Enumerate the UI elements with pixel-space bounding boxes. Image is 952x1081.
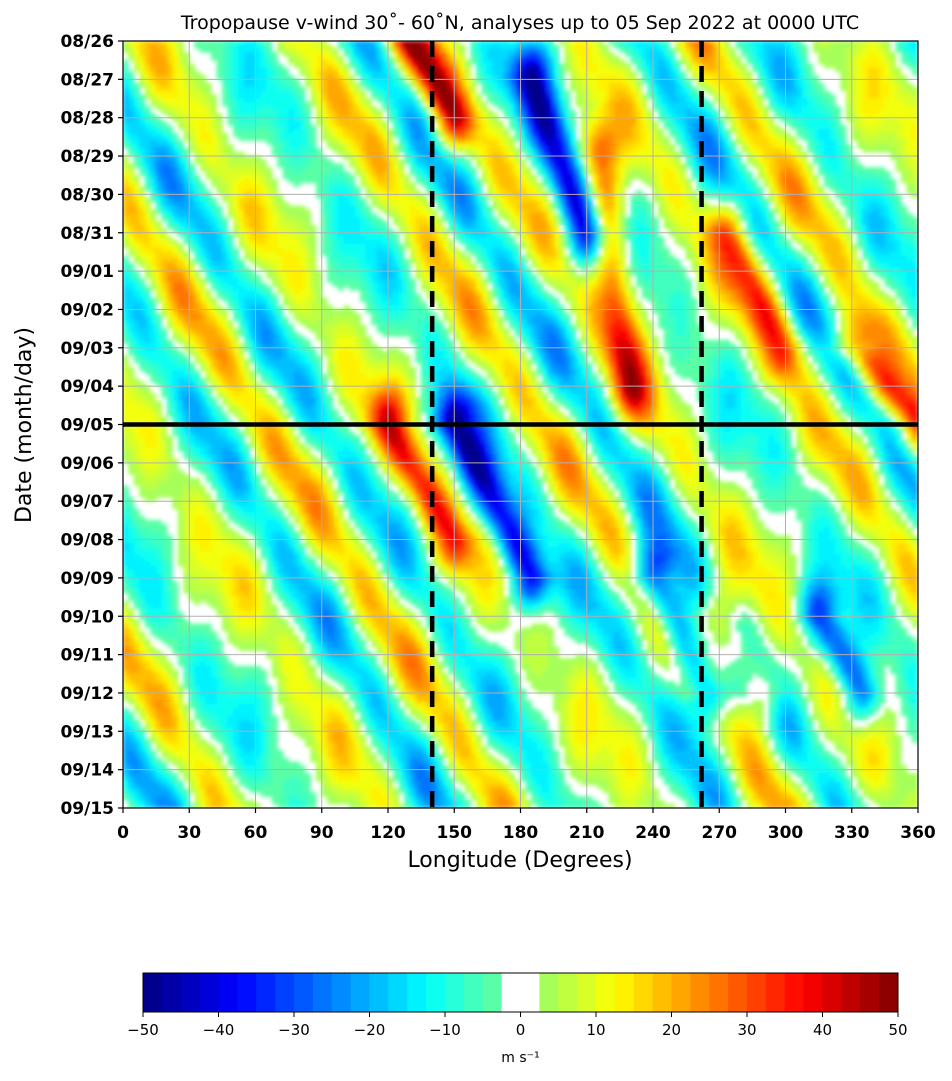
y-tick-label: 09/04 (60, 377, 114, 397)
x-tick-label: 180 (503, 823, 539, 843)
colorbar-segment (275, 973, 295, 1012)
colorbar-segment (218, 973, 238, 1012)
y-tick-label: 08/28 (60, 109, 114, 129)
y-tick-label: 08/29 (60, 147, 114, 167)
colorbar-segment (520, 973, 540, 1012)
colorbar-segment (407, 973, 427, 1012)
y-tick-label: 09/02 (60, 300, 114, 320)
y-axis-title: Date (month/day) (12, 327, 37, 523)
x-tick-label: 90 (310, 823, 334, 843)
colorbar-segment (747, 973, 767, 1012)
colorbar-segment (577, 973, 597, 1012)
colorbar-segment (841, 973, 861, 1012)
colorbar-segment (652, 973, 672, 1012)
y-tick-label: 09/01 (60, 262, 114, 282)
y-tick-label: 09/03 (60, 339, 114, 359)
colorbar-tick-label: −40 (203, 1021, 235, 1039)
y-tick-label: 08/26 (60, 32, 114, 52)
colorbar-segment (728, 973, 748, 1012)
y-tick-label: 09/10 (60, 607, 114, 627)
y-tick-label: 09/08 (60, 531, 114, 551)
colorbar-segment (765, 973, 786, 1012)
chart-title: Tropopause v-wind 30˚- 60˚N, analyses up… (180, 12, 859, 34)
colorbar-tick-label: 30 (737, 1021, 756, 1039)
y-tick-label: 09/06 (60, 454, 114, 474)
colorbar-tick-label: 50 (888, 1021, 907, 1039)
colorbar-segment (312, 973, 333, 1012)
colorbar-segment (614, 973, 635, 1012)
colorbar-segment (426, 973, 446, 1012)
colorbar-tick-label: −10 (429, 1021, 461, 1039)
x-tick-label: 150 (437, 823, 473, 843)
y-tick-label: 09/07 (60, 492, 114, 512)
colorbar-tick-label: −50 (127, 1021, 159, 1039)
colorbar-segment (803, 973, 823, 1012)
colorbar-segment (822, 973, 842, 1012)
colorbar-segment (482, 973, 503, 1012)
reference-lines (123, 41, 918, 808)
colorbar-segment (369, 973, 389, 1012)
y-tick-label: 09/05 (60, 416, 114, 436)
colorbar-segment (596, 973, 616, 1012)
x-tick-label: 120 (370, 823, 406, 843)
colorbar-segment (350, 973, 370, 1012)
colorbar-segment (331, 973, 352, 1012)
colorbar-tick-label: 0 (516, 1021, 526, 1039)
x-tick-label: 60 (244, 823, 268, 843)
colorbar-segment (558, 973, 578, 1012)
colorbar-segment (388, 973, 408, 1012)
colorbar-tick-label: 20 (662, 1021, 681, 1039)
y-tick-label: 08/27 (60, 70, 114, 90)
y-tick-label: 09/09 (60, 569, 114, 589)
colorbar-tick-label: −20 (354, 1021, 386, 1039)
colorbar-segment (784, 973, 805, 1012)
colorbar-tick-label: −30 (278, 1021, 310, 1039)
x-tick-label: 300 (768, 823, 804, 843)
y-tick-label: 08/30 (60, 185, 114, 205)
y-tick-label: 09/12 (60, 684, 114, 704)
colorbar-tick-label: 10 (586, 1021, 605, 1039)
y-tick-label: 09/14 (60, 761, 114, 781)
colorbar-segment (860, 973, 880, 1012)
colorbar-segment (199, 973, 219, 1012)
colorbar-segment (690, 973, 710, 1012)
x-axis: 0 30 60 90 120 150 180 210 240 270 300 330 360 (117, 808, 936, 843)
y-tick-label: 09/13 (60, 722, 114, 742)
x-tick-label: 240 (635, 823, 671, 843)
x-tick-label: 210 (569, 823, 605, 843)
x-axis-title: Longitude (Degrees) (407, 848, 632, 873)
colorbar-segment (294, 973, 314, 1012)
y-tick-label: 08/31 (60, 224, 114, 244)
y-tick-label: 09/15 (60, 799, 114, 819)
colorbar-segment (879, 973, 899, 1012)
colorbar-segment (539, 973, 559, 1012)
x-tick-label: 330 (834, 823, 870, 843)
y-axis: 08/26 08/27 08/28 08/29 08/30 08/31 09/01 09/02… (60, 32, 123, 819)
colorbar-tick-label: 40 (813, 1021, 832, 1039)
colorbar-segment (463, 973, 484, 1012)
colorbar-segment (256, 973, 276, 1012)
colorbar-segment (671, 973, 691, 1012)
x-tick-label: 0 (117, 823, 129, 843)
colorbar: −50 −40 −30 −20 −10 0 10 20 30 40 50 m s⁻¹ (127, 972, 908, 1066)
colorbar-segment (237, 973, 257, 1012)
colorbar-segment (709, 973, 729, 1012)
colorbar-segment (180, 973, 201, 1012)
colorbar-segment (161, 973, 182, 1012)
colorbar-label: m s⁻¹ (501, 1050, 539, 1066)
colorbar-segment (633, 973, 654, 1012)
y-tick-label: 09/11 (60, 646, 114, 666)
colorbar-segment (143, 973, 163, 1012)
colorbar-segment (445, 973, 465, 1012)
x-tick-label: 270 (702, 823, 738, 843)
x-tick-label: 360 (900, 823, 936, 843)
x-tick-label: 30 (177, 823, 201, 843)
colorbar-segment (501, 973, 521, 1012)
